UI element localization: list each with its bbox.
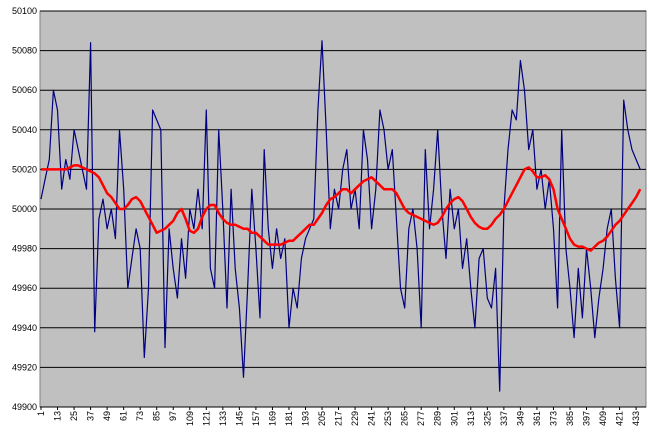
x-tick-label: 217 [334, 411, 344, 426]
x-tick-label: 37 [86, 411, 96, 421]
x-tick-label: 109 [185, 411, 195, 426]
y-tick-label: 49960 [12, 283, 37, 293]
x-tick-label: 409 [598, 411, 608, 426]
x-tick-label: 301 [449, 411, 459, 426]
x-tick-label: 361 [532, 411, 542, 426]
x-tick-label: 241 [367, 411, 377, 426]
x-tick-label: 205 [317, 411, 327, 426]
series-line [41, 164, 642, 252]
x-tick-label: 61 [119, 411, 129, 421]
x-tick-label: 157 [251, 411, 261, 426]
x-tick-label: 1 [36, 411, 46, 416]
x-tick-label: 229 [350, 411, 360, 426]
x-tick-label: 169 [267, 411, 277, 426]
y-tick-label: 49980 [12, 244, 37, 254]
y-tick-label: 50080 [12, 46, 37, 56]
x-tick-label: 97 [168, 411, 178, 421]
x-tick-label: 121 [201, 411, 211, 426]
y-tick-label: 49900 [12, 402, 37, 412]
x-tick-label: 13 [53, 411, 63, 421]
x-tick-label: 325 [482, 411, 492, 426]
x-tick-label: 313 [466, 411, 476, 426]
y-tick-label: 50040 [12, 125, 37, 135]
x-tick-label: 421 [615, 411, 625, 426]
x-tick-label: 25 [69, 411, 79, 421]
y-tick-label: 49920 [12, 362, 37, 372]
x-tick-label: 181 [284, 411, 294, 426]
x-tick-label: 193 [300, 411, 310, 426]
x-tick-label: 397 [582, 411, 592, 426]
x-tick-label: 289 [433, 411, 443, 426]
x-tick-label: 433 [631, 411, 641, 426]
x-tick-label: 385 [565, 411, 575, 426]
y-tick-label: 49940 [12, 323, 37, 333]
y-tick-label: 50020 [12, 164, 37, 174]
x-tick-label: 85 [152, 411, 162, 421]
x-tick-label: 49 [102, 411, 112, 421]
y-tick-label: 50100 [12, 6, 37, 16]
x-tick-label: 265 [400, 411, 410, 426]
x-tick-label: 73 [135, 411, 145, 421]
x-tick-label: 373 [548, 411, 558, 426]
series-line [40, 40, 641, 392]
x-tick-label: 253 [383, 411, 393, 426]
x-tick-label: 133 [218, 411, 228, 426]
y-tick-label: 50000 [12, 204, 37, 214]
x-tick-label: 337 [499, 411, 509, 426]
x-tick-label: 145 [234, 411, 244, 426]
x-tick-label: 349 [515, 411, 525, 426]
x-tick-label: 277 [416, 411, 426, 426]
y-tick-label: 50060 [12, 85, 37, 95]
